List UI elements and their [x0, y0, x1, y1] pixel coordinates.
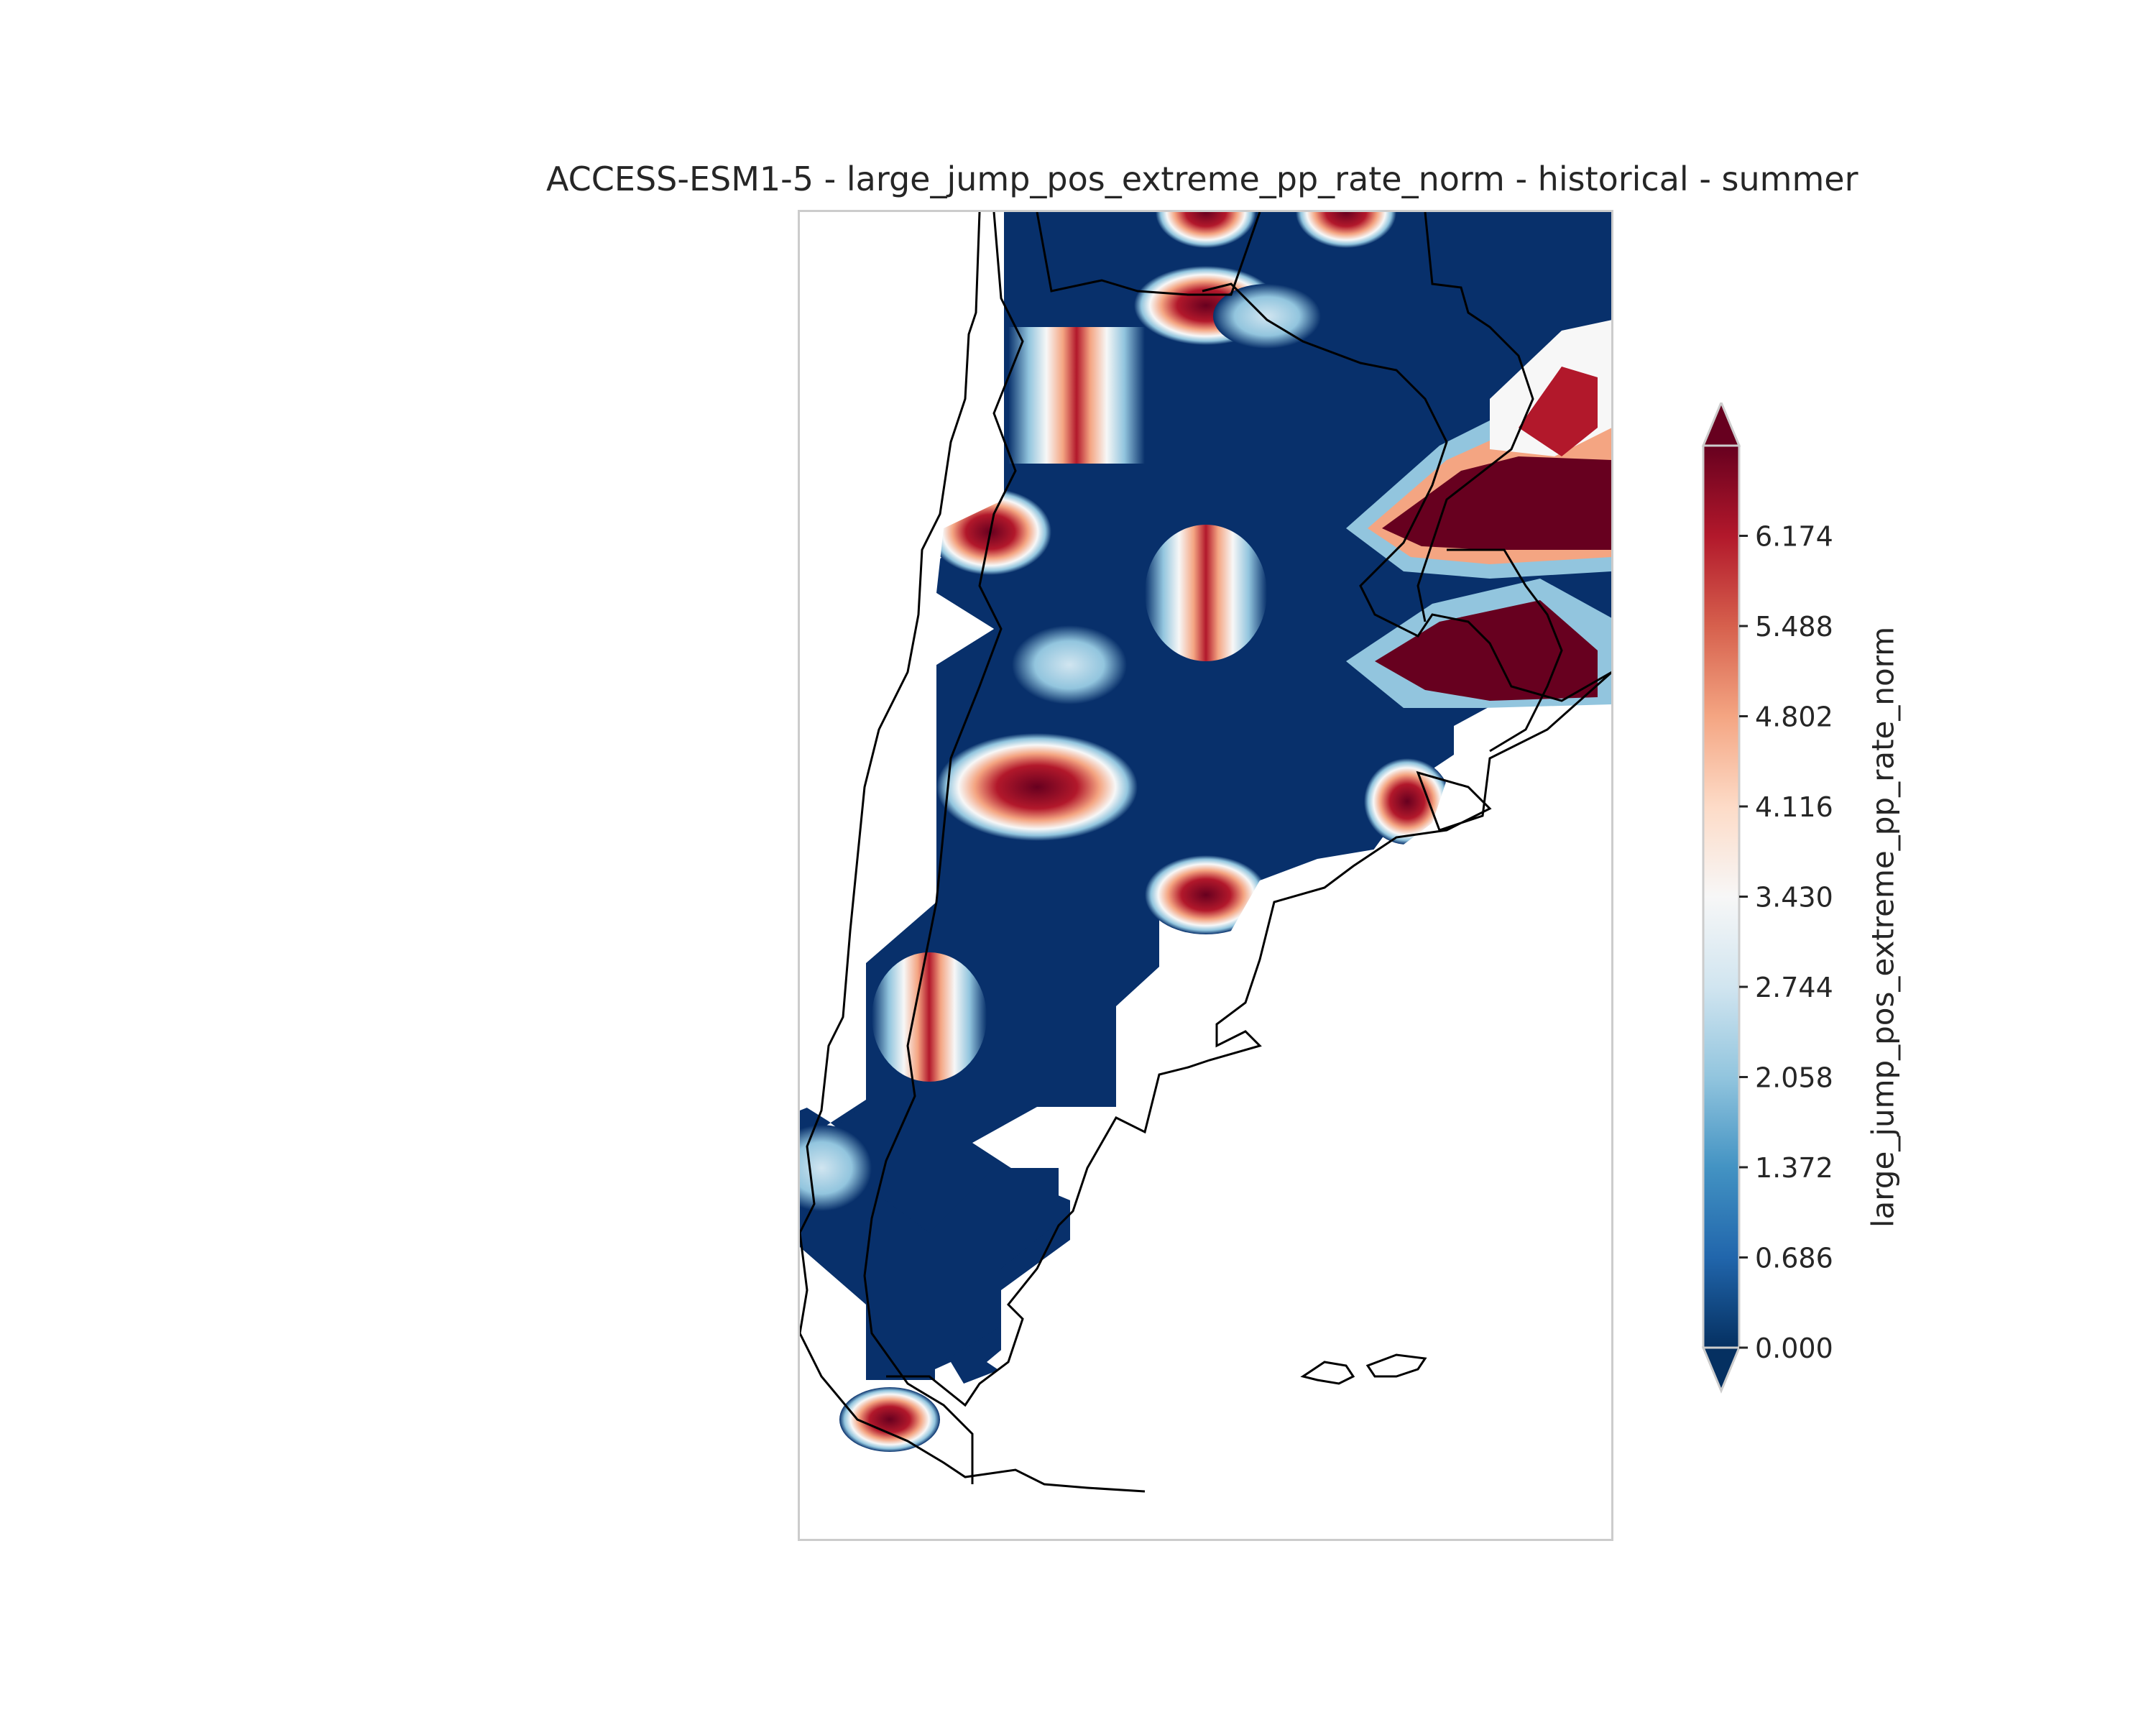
coastline-west — [800, 212, 1146, 1493]
border-brazil — [1416, 212, 1534, 622]
hotspot-3 — [1213, 284, 1321, 349]
colorbar-extend-top — [1701, 402, 1741, 447]
hotspot-11 — [1364, 758, 1450, 845]
coastline-east — [886, 282, 1611, 1407]
hotspot-4 — [1156, 212, 1256, 248]
hotspot-17 — [1382, 456, 1611, 550]
colorbar-body — [1702, 444, 1741, 1349]
border-chile-argentina — [863, 212, 1024, 1484]
hotspot-7 — [1012, 625, 1127, 704]
falkland-islands — [1300, 1353, 1427, 1385]
colorbar-tick-label: 6.174 — [1755, 521, 1833, 553]
hotspot-19 — [1375, 600, 1598, 701]
map-title: ACCESS-ESM1-5 - large_jump_pos_extreme_p… — [546, 160, 1858, 198]
colorbar-tick-label: 0.000 — [1755, 1333, 1833, 1364]
hotspot-6 — [1145, 525, 1267, 661]
colorbar-tick-label: 1.372 — [1755, 1152, 1833, 1184]
colorbar-tick-label: 2.744 — [1755, 972, 1833, 1003]
colorbar-label: large_jump_pos_extreme_pp_rate_norm — [1865, 626, 1901, 1228]
mask-ocean-east — [800, 715, 1611, 1539]
colorbar-extend-bottom — [1701, 1346, 1741, 1394]
map-panel — [798, 210, 1613, 1541]
colorbar-tick-label: 0.686 — [1755, 1243, 1833, 1274]
hotspot-12 — [872, 952, 987, 1082]
colorbar-tick-label: 4.802 — [1755, 702, 1833, 733]
hotspot-21 — [1519, 367, 1598, 456]
colorbar-tick-label: 5.488 — [1755, 611, 1833, 643]
hotspot-9 — [936, 733, 1138, 841]
colorbar-tick-label: 4.116 — [1755, 791, 1833, 823]
hotspot-5 — [1296, 212, 1396, 248]
colorbar: 0.000 0.686 1.372 2.058 2.744 3.430 4.116 4.802… — [1701, 402, 1833, 1394]
colorbar-ticks: 0.000 0.686 1.372 2.058 2.744 3.430 4.116 4.802… — [1739, 521, 1833, 1364]
colorbar-tick-label: 3.430 — [1755, 882, 1833, 914]
border-bolivia-paraguay — [1036, 212, 1261, 296]
hotspot-1 — [1008, 327, 1145, 464]
map-plot — [800, 212, 1611, 1539]
hotspot-13 — [800, 1125, 872, 1211]
hotspot-14 — [839, 1387, 940, 1452]
colorbar-tick-label: 2.058 — [1755, 1062, 1833, 1094]
hotspot-10 — [1145, 855, 1267, 934]
border-uruguay — [1447, 548, 1563, 753]
